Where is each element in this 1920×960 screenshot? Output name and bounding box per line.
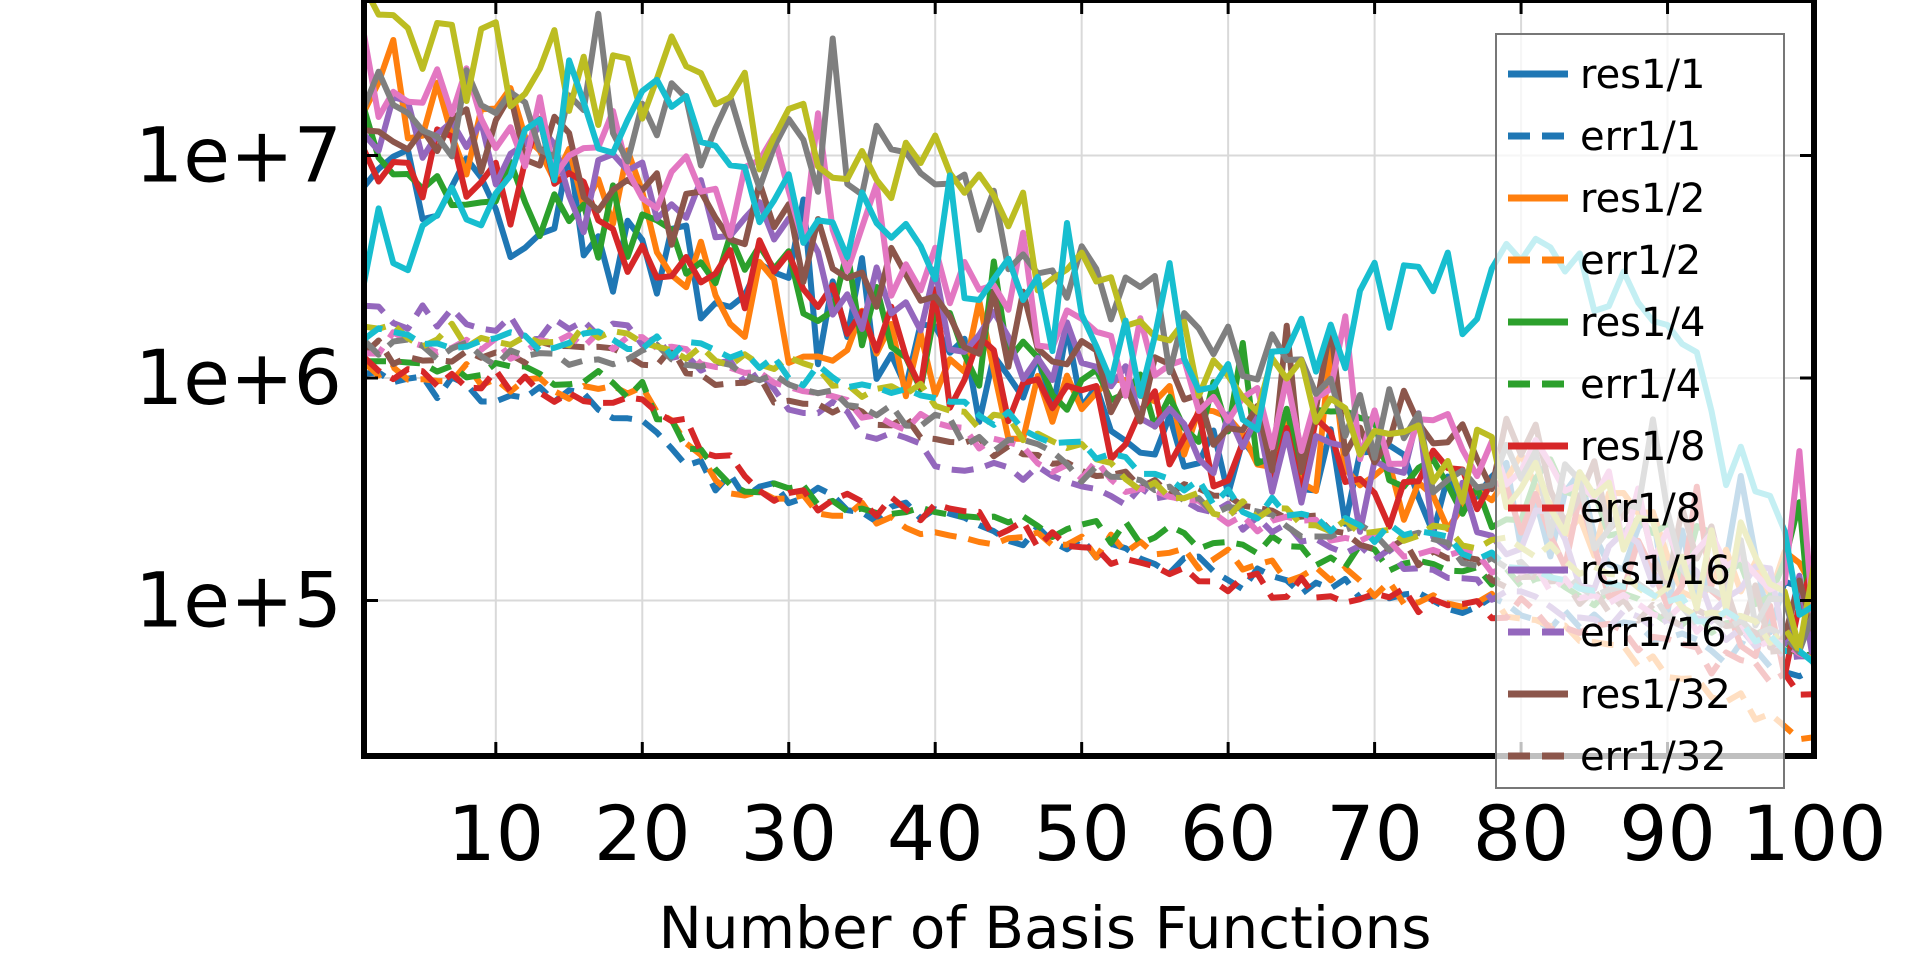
legend-label: res1/16: [1580, 548, 1731, 594]
y-tick-label: 1e+5: [135, 555, 342, 644]
legend-label: err1/8: [1580, 486, 1701, 532]
x-tick-label: 70: [1326, 789, 1423, 878]
series-line-err-16: [364, 302, 1814, 661]
x-tick-label: 10: [447, 789, 544, 878]
legend-label: err1/16: [1580, 610, 1727, 656]
legend-box: [1495, 33, 1785, 789]
x-tick-label: 30: [740, 789, 837, 878]
x-tick-label: 50: [1033, 789, 1130, 878]
x-axis-title: Number of Basis Functions: [658, 894, 1431, 960]
legend-label: res1/32: [1580, 672, 1731, 718]
series-line-err-512: [364, 325, 1814, 666]
legend-label: err1/4: [1580, 362, 1701, 408]
x-tick-label: 60: [1180, 789, 1277, 878]
x-tick-label: 40: [887, 789, 984, 878]
legend-label: err1/1: [1580, 114, 1701, 160]
x-tick-label: 20: [594, 789, 691, 878]
legend-label: res1/4: [1580, 300, 1705, 346]
legend-label: res1/1: [1580, 52, 1705, 98]
y-tick-labels: 1e+5 1e+6 1e+7: [135, 111, 342, 645]
y-tick-label: 1e+7: [135, 111, 342, 200]
x-tick-label: 100: [1741, 789, 1886, 878]
legend-label: res1/2: [1580, 176, 1705, 222]
x-tick-label: 90: [1619, 789, 1716, 878]
y-tick-label: 1e+6: [135, 333, 342, 422]
series-line-err-128: [364, 336, 1814, 663]
x-tick-label: 80: [1473, 789, 1570, 878]
x-tick-labels: 10 20 30 40 50 60 70 80 90 100: [447, 789, 1886, 878]
legend-label: err1/2: [1580, 238, 1701, 284]
legend: res1/1 err1/1 res1/2 err1/2 res1/4 err1/4 res1…: [1495, 33, 1785, 789]
legend-label: res1/8: [1580, 424, 1705, 470]
legend-label: err1/32: [1580, 734, 1727, 780]
